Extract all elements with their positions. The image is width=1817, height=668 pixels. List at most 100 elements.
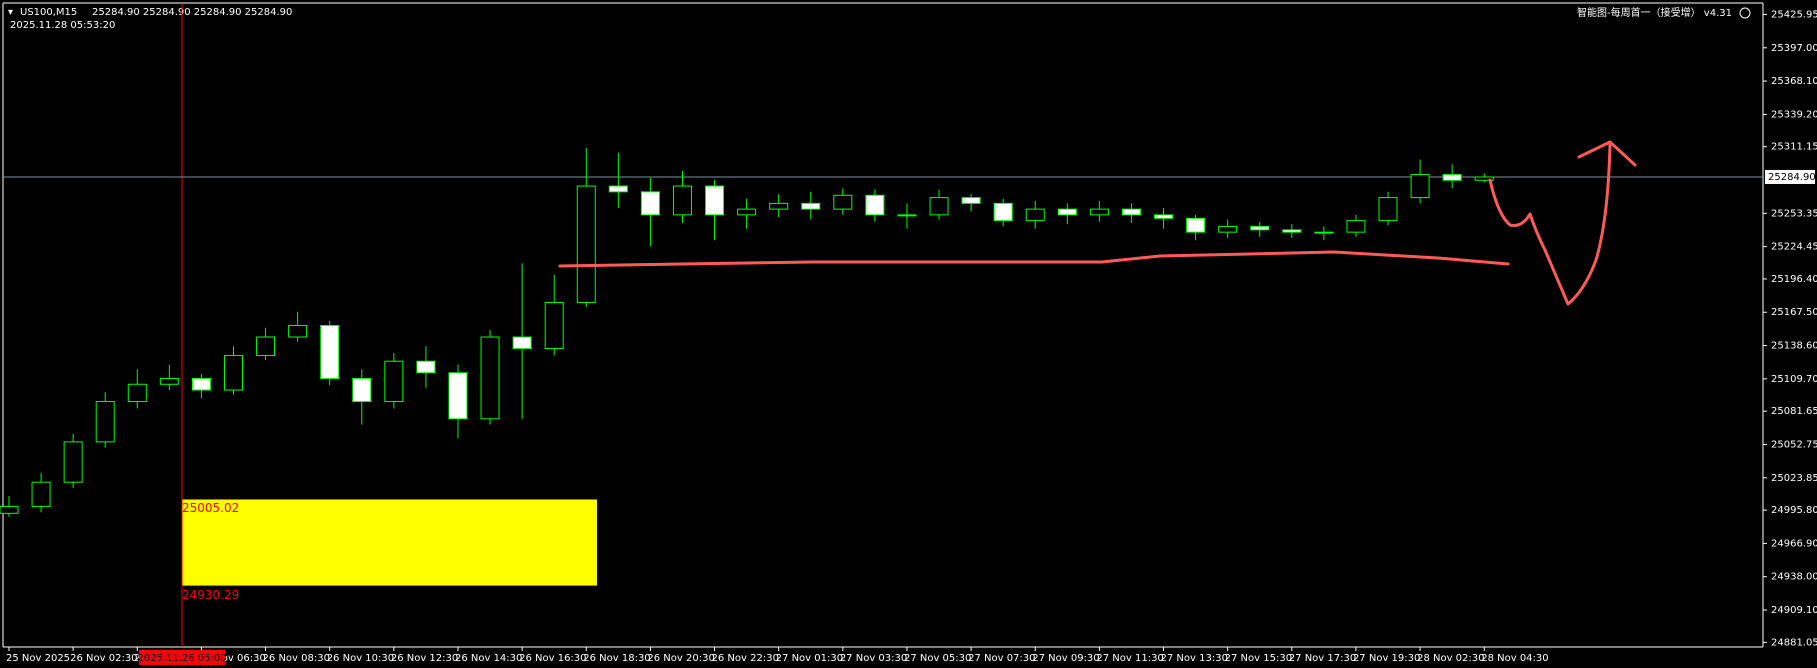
candle-body	[897, 214, 917, 217]
y-tick-label: 24881.05	[1771, 637, 1817, 648]
support-stroke	[558, 250, 1510, 268]
candle-body	[1250, 225, 1270, 231]
candle-body	[1442, 174, 1462, 181]
zone-low-label: 24930.29	[182, 588, 239, 602]
y-tick-label: 25339.20	[1771, 109, 1817, 120]
candle-body	[416, 360, 436, 374]
menu-arrow[interactable]: ▾	[8, 7, 13, 18]
x-tick-label: 28 Nov 04:30	[1481, 653, 1548, 664]
candle-body	[320, 325, 340, 380]
candle-body	[95, 401, 115, 443]
x-tick-label: 26 Nov 10:30	[327, 653, 394, 664]
y-tick-label: 24995.80	[1771, 505, 1817, 516]
x-tick-label: 26 Nov 14:30	[455, 653, 522, 664]
settings-icon[interactable]	[1739, 7, 1751, 19]
candle-body	[1346, 220, 1366, 233]
candle-body	[801, 202, 821, 210]
x-tick-label: 26 Nov 18:30	[583, 653, 650, 664]
x-tick-label: 25 Nov 2025	[6, 653, 70, 664]
y-tick-label: 25138.60	[1771, 341, 1817, 352]
arrow-head	[1577, 140, 1637, 167]
x-tick-label: 27 Nov 15:30	[1225, 653, 1292, 664]
cursor-label-bg	[139, 650, 225, 665]
x-tick-label: 27 Nov 05:30	[904, 653, 971, 664]
candle-body	[223, 354, 243, 391]
ohlc: 25284.90 25284.90 25284.90 25284.90	[92, 7, 292, 18]
candle-body	[159, 378, 179, 385]
y-tick-label: 25023.85	[1771, 473, 1817, 484]
candle-body	[576, 185, 596, 303]
candle-body	[352, 378, 372, 403]
candle-body	[384, 360, 404, 403]
x-tick-label: 27 Nov 17:30	[1289, 653, 1356, 664]
current-price-bg	[1765, 169, 1815, 184]
candle-body	[0, 505, 19, 514]
x-tick-label: 27 Nov 13:30	[1161, 653, 1228, 664]
candle-body	[608, 185, 628, 193]
candle-body	[769, 202, 789, 210]
x-tick-label: 26 Nov 12:30	[391, 653, 458, 664]
y-tick-label: 25253.35	[1771, 208, 1817, 219]
x-tick-label: 26 Nov 16:30	[519, 653, 586, 664]
candle-body	[1057, 208, 1077, 216]
y-tick-label: 25425.95	[1771, 9, 1817, 20]
candle-body	[1025, 208, 1045, 222]
candle-body	[31, 481, 51, 507]
y-tick-label: 25368.10	[1771, 76, 1817, 87]
candle-body	[288, 325, 308, 338]
candle-body	[480, 336, 500, 420]
y-tick-label: 24938.00	[1771, 572, 1817, 583]
candle-body	[737, 208, 757, 216]
y-tick-label: 25196.40	[1771, 274, 1817, 285]
x-tick-label: 26 Nov 08:30	[263, 653, 330, 664]
y-tick-label: 24966.90	[1771, 538, 1817, 549]
candle-body	[672, 185, 692, 216]
candle-body	[705, 185, 725, 216]
x-tick-label: 27 Nov 19:30	[1353, 653, 1420, 664]
x-tick-label: 28 Nov 02:30	[1417, 653, 1484, 664]
candle-body	[63, 441, 83, 483]
x-tick-label: 27 Nov 09:30	[1032, 653, 1099, 664]
x-tick-label: 27 Nov 07:30	[968, 653, 1035, 664]
candle-body	[448, 372, 468, 420]
candle-body	[1410, 174, 1430, 199]
x-tick-label: 26 Nov 22:30	[712, 653, 779, 664]
candle-body	[961, 197, 981, 204]
x-tick-label: 27 Nov 03:30	[840, 653, 907, 664]
y-tick-label: 25311.15	[1771, 142, 1817, 153]
candle-body	[256, 336, 276, 356]
candle-body	[1218, 225, 1238, 233]
x-tick-label: 27 Nov 01:30	[776, 653, 843, 664]
server-time: 2025.11.28 05:53:20	[10, 20, 115, 31]
x-tick-label: 27 Nov 11:30	[1096, 653, 1163, 664]
candle-body	[1282, 229, 1302, 233]
symbol: US100,M15	[20, 7, 77, 18]
y-tick-label: 24909.10	[1771, 605, 1817, 616]
y-tick-label: 25167.50	[1771, 307, 1817, 318]
candle-body	[512, 336, 532, 350]
candle-body	[127, 383, 147, 403]
y-tick-label: 25109.70	[1771, 374, 1817, 385]
candle-body	[993, 202, 1013, 222]
zone	[182, 499, 597, 586]
x-tick-label: 26 Nov 06:30	[198, 653, 265, 664]
candle-body	[544, 301, 564, 350]
candle-body	[191, 378, 211, 391]
cursor-label: 2025.11.26 05:00	[137, 653, 226, 664]
candle-body	[1089, 208, 1109, 216]
candle-body	[929, 197, 949, 216]
path-stroke	[1488, 143, 1612, 306]
y-tick-label: 25397.00	[1771, 43, 1817, 54]
y-tick-label: 25224.45	[1771, 242, 1817, 253]
candle-body	[1121, 208, 1141, 216]
candle-body	[1314, 231, 1334, 234]
candle-body	[1474, 176, 1494, 181]
candle-body	[865, 194, 885, 216]
candle-body	[640, 191, 660, 216]
candle-body	[1186, 217, 1206, 233]
y-tick-label: 25081.65	[1771, 406, 1817, 417]
current-price-label: 25284.90	[1768, 172, 1816, 183]
candle-body	[1154, 214, 1174, 219]
